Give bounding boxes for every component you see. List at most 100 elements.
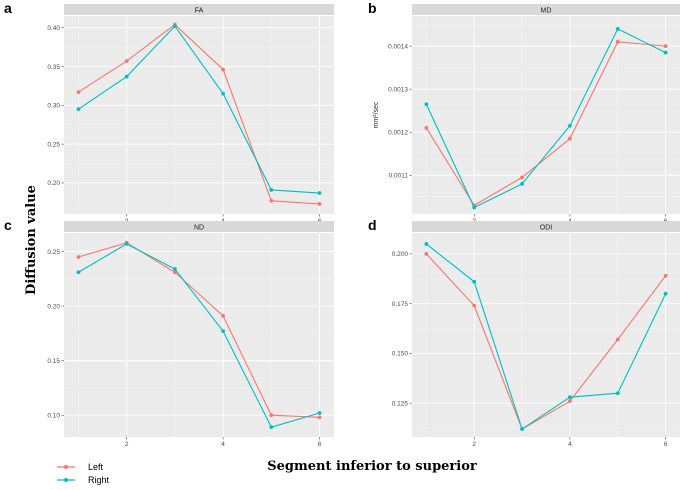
data-point-left (568, 136, 572, 141)
data-point-right (317, 411, 322, 415)
y-tick-label: 0.10 (47, 412, 60, 419)
panel-title-d: ODI (540, 225, 553, 232)
x-tick-label: 4 (221, 441, 225, 448)
data-point-left (615, 39, 620, 44)
legend: Left Right (57, 462, 110, 485)
plot-area-b (412, 16, 680, 214)
y-tick-label: 0.25 (47, 141, 60, 148)
data-point-right (663, 291, 668, 296)
y-tick-label: 0.40 (47, 25, 60, 32)
data-point-right (520, 181, 524, 186)
y-tick-label: 0.175 (392, 301, 409, 308)
y-axis-title: Diffusion value (24, 185, 39, 295)
data-point-right (424, 242, 429, 246)
legend-item-right: Right (57, 475, 110, 485)
data-point-left (663, 273, 668, 278)
panel-d: d ODI 2 4 6 0.125 0.150 0.175 0.200 (368, 217, 680, 448)
data-point-right (76, 270, 81, 275)
series-line-left (78, 23, 320, 205)
panel-strip-d (412, 221, 680, 232)
data-point-left (424, 126, 429, 130)
data-point-right (615, 391, 620, 396)
data-point-left (221, 67, 226, 72)
data-point-left (520, 175, 524, 180)
x-tick-label: 6 (664, 441, 668, 448)
panel-c: c ND 2 4 6 0.10 0.15 0.20 0.25 (4, 217, 334, 448)
y-tick-label: 0.15 (47, 358, 60, 365)
y-tick-label: 0.200 (392, 251, 409, 258)
series-line-right (78, 25, 320, 194)
data-point-left (317, 415, 322, 420)
y-tick-label: 0.35 (47, 64, 60, 71)
data-point-right (172, 24, 177, 28)
data-point-left (568, 399, 572, 404)
data-point-left (269, 413, 274, 418)
legend-item-left: Left (57, 462, 104, 472)
series-line-left (425, 41, 666, 207)
panels-layer: a FA 2 4 6 0.20 0.25 0.30 0.35 0.40 b MD 2 4 6 0.0011 0.… (4, 0, 680, 448)
y-tick-label: 0.20 (47, 180, 60, 187)
series-line-left (78, 242, 320, 418)
data-point-right (663, 50, 668, 55)
panel-title-b: MD (541, 8, 552, 15)
data-point-right (124, 74, 129, 79)
data-point-left (76, 90, 81, 94)
panel-letter-c: c (4, 217, 12, 233)
data-point-right (221, 329, 226, 334)
y-tick-label: 0.0014 (388, 43, 408, 50)
series-line-left (425, 253, 667, 430)
y-tick-label: 0.20 (47, 303, 60, 310)
legend-swatch-left-point (64, 465, 68, 469)
data-point-right (424, 102, 429, 107)
data-point-right (269, 425, 274, 430)
data-point-right (615, 27, 620, 31)
data-point-right (317, 191, 322, 195)
data-point-left (221, 314, 226, 318)
x-tick-label: 2 (125, 441, 129, 448)
plot-area-c (64, 233, 334, 437)
data-point-right (221, 91, 226, 96)
data-point-left (124, 59, 129, 63)
x-tick-label: 6 (318, 441, 322, 448)
data-point-right (568, 123, 572, 128)
data-point-left (424, 251, 429, 256)
data-point-left (269, 198, 274, 203)
data-point-right (76, 107, 81, 112)
data-point-right (172, 267, 177, 271)
data-point-right (520, 427, 524, 431)
data-point-right (568, 395, 572, 400)
data-point-right (472, 279, 477, 284)
data-point-left (172, 270, 177, 275)
panel-letter-a: a (4, 0, 12, 16)
series-line-right (425, 28, 666, 209)
panel-a: aFA2460.200.250.300.350.40 (4, 0, 334, 225)
plot-area-a (64, 16, 334, 214)
data-point-left (76, 255, 81, 259)
series-line-right (78, 243, 320, 428)
x-axis-title: Segment inferior to superior (267, 459, 477, 474)
panel-letter-b: b (368, 0, 377, 16)
x-tick-label: 2 (472, 441, 476, 448)
panel-title-a: FA (195, 8, 204, 15)
data-point-right (269, 188, 274, 192)
panel-title-c: ND (194, 225, 204, 232)
data-point-right (472, 205, 477, 210)
data-point-right (124, 242, 129, 246)
x-tick-label: 4 (568, 441, 572, 448)
panel-letter-d: d (368, 217, 377, 233)
data-point-left (472, 303, 477, 308)
y-tick-label: 0.0012 (388, 130, 408, 137)
plot-area-d (412, 233, 680, 437)
panel-strip-b (412, 4, 680, 15)
series-line-right (426, 243, 667, 430)
legend-label-left: Left (88, 462, 104, 472)
data-point-left (663, 44, 668, 49)
y-tick-label: 0.150 (392, 351, 409, 358)
panel-ylabel-b: mm²/sec (373, 101, 380, 128)
legend-label-right: Right (88, 475, 110, 485)
y-tick-label: 0.30 (47, 103, 60, 110)
data-point-left (615, 337, 620, 342)
data-point-left (317, 202, 322, 206)
